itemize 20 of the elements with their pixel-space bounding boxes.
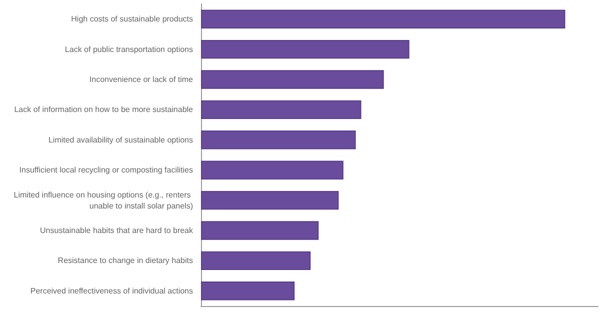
bar	[201, 160, 344, 180]
y-tick-label: Limited availability of sustainable options	[48, 135, 193, 144]
y-tick-label: Unsustainable habits that are hard to break	[40, 226, 194, 235]
bar	[201, 40, 410, 59]
bar	[201, 251, 311, 270]
bar	[201, 282, 295, 300]
y-tick-label: Lack of information on how to be more sustainable	[14, 105, 194, 114]
y-tick-label: Insufficient local recycling or composting facilities	[19, 166, 193, 175]
y-tick-label: Inconvenience or lack of time	[89, 75, 194, 84]
y-tick-label: Resistance to change in dietary habits	[58, 256, 193, 266]
y-tick-label: High costs of sustainable products	[71, 14, 193, 24]
y-tick-label: Lack of public transportation options	[64, 44, 193, 54]
bar	[201, 221, 319, 240]
y-tick-label: Perceived ineffectiveness of individual actions	[30, 286, 193, 296]
bar	[201, 10, 566, 28]
bar	[201, 100, 362, 120]
y-tick-label: Limited influence on housing options (e.g., renters unable to install solar panels)	[14, 190, 194, 210]
bar	[201, 190, 339, 210]
bar	[201, 130, 356, 150]
bar	[201, 70, 384, 89]
